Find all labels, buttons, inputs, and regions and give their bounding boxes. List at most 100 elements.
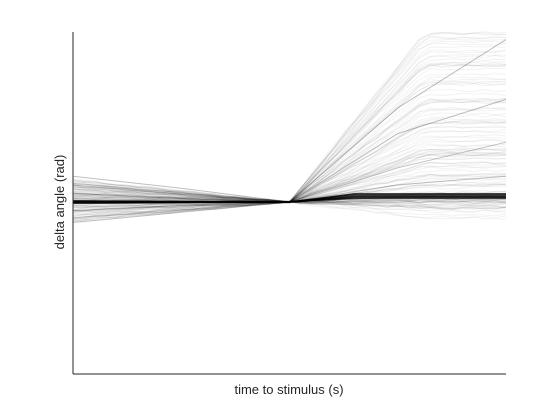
background-trace: [72, 193, 507, 203]
background-trace: [72, 174, 507, 211]
background-trace: [72, 40, 507, 214]
core-trace: [72, 193, 506, 204]
background-trace: [72, 169, 507, 219]
background-trace: [72, 190, 507, 204]
background-trace: [72, 191, 507, 203]
background-trace: [72, 180, 507, 203]
background-trace: [72, 49, 507, 203]
core-trace: [73, 196, 506, 203]
core-trace: [72, 195, 506, 204]
background-trace: [72, 45, 507, 203]
core-trace: [72, 197, 506, 205]
background-trace: [72, 183, 507, 210]
background-trace: [72, 181, 507, 203]
background-trace: [72, 188, 506, 206]
background-trace: [72, 195, 507, 210]
background-trace: [72, 199, 507, 210]
core-trace: [72, 193, 506, 203]
background-trace: [72, 143, 507, 203]
background-trace: [72, 153, 507, 203]
background-trace: [72, 161, 507, 219]
core-trace: [72, 193, 506, 203]
background-trace: [72, 138, 507, 203]
background-trace: [72, 72, 507, 204]
background-trace: [72, 120, 507, 203]
background-trace: [72, 201, 507, 214]
background-trace: [73, 54, 507, 209]
background-trace: [72, 183, 507, 205]
series-line-1: [72, 98, 507, 203]
background-trace: [72, 161, 507, 203]
background-trace: [72, 80, 507, 203]
background-trace: [72, 182, 507, 203]
core-trace: [73, 195, 506, 203]
core-trace: [73, 197, 506, 203]
background-trace: [72, 174, 507, 213]
background-trace: [72, 200, 507, 220]
background-trace: [72, 100, 507, 204]
core-trace: [73, 194, 506, 204]
background-trace: [73, 192, 507, 211]
core-trace: [73, 196, 506, 203]
core-trace: [72, 194, 506, 203]
core-trace: [72, 195, 506, 204]
background-trace: [72, 198, 507, 207]
background-trace: [72, 182, 507, 212]
background-trace: [72, 67, 506, 219]
core-trace: [72, 197, 506, 203]
core-trace: [72, 194, 506, 203]
background-trace: [72, 194, 507, 213]
background-trace: [72, 98, 507, 204]
background-trace: [72, 190, 507, 220]
core-trace: [72, 192, 506, 204]
background-trace: [72, 196, 507, 204]
background-trace: [72, 201, 507, 219]
background-trace: [72, 42, 507, 207]
background-trace: [72, 183, 507, 210]
background-trace: [72, 191, 507, 222]
core-trace: [73, 194, 506, 203]
background-trace: [72, 181, 507, 207]
background-trace: [72, 125, 507, 219]
background-trace: [72, 32, 507, 204]
core-trace: [72, 196, 506, 203]
core-trace: [72, 197, 506, 204]
core-trace: [72, 196, 506, 203]
background-trace: [72, 125, 507, 216]
core-trace: [72, 197, 506, 204]
background-trace: [72, 98, 507, 204]
background-trace: [72, 121, 507, 212]
core-trace: [73, 195, 506, 203]
background-trace: [72, 31, 507, 203]
background-trace: [72, 184, 507, 203]
background-trace: [72, 165, 507, 223]
background-trace: [72, 198, 506, 213]
background-trace: [72, 148, 507, 208]
core-trace: [73, 195, 506, 203]
background-trace: [72, 194, 507, 203]
background-trace: [72, 35, 507, 204]
background-trace: [72, 184, 507, 203]
background-trace: [72, 150, 507, 203]
background-trace: [72, 54, 507, 216]
background-trace: [72, 187, 507, 207]
background-trace: [72, 98, 507, 218]
background-trace: [72, 121, 507, 203]
core-trace: [73, 197, 506, 204]
background-trace: [72, 121, 507, 204]
background-trace: [72, 173, 507, 207]
background-trace: [72, 36, 506, 207]
y-axis-label: delta angle (rad): [52, 155, 67, 250]
background-trace: [72, 82, 506, 204]
background-trace: [72, 183, 507, 205]
background-trace: [72, 129, 507, 203]
core-trace: [73, 193, 506, 203]
core-trace: [72, 193, 506, 203]
core-trace: [72, 195, 506, 205]
background-trace: [72, 200, 507, 220]
background-trace: [72, 150, 507, 222]
background-trace: [72, 148, 507, 203]
background-trace: [72, 135, 507, 203]
background-trace: [72, 201, 507, 209]
core-trace: [72, 194, 506, 203]
